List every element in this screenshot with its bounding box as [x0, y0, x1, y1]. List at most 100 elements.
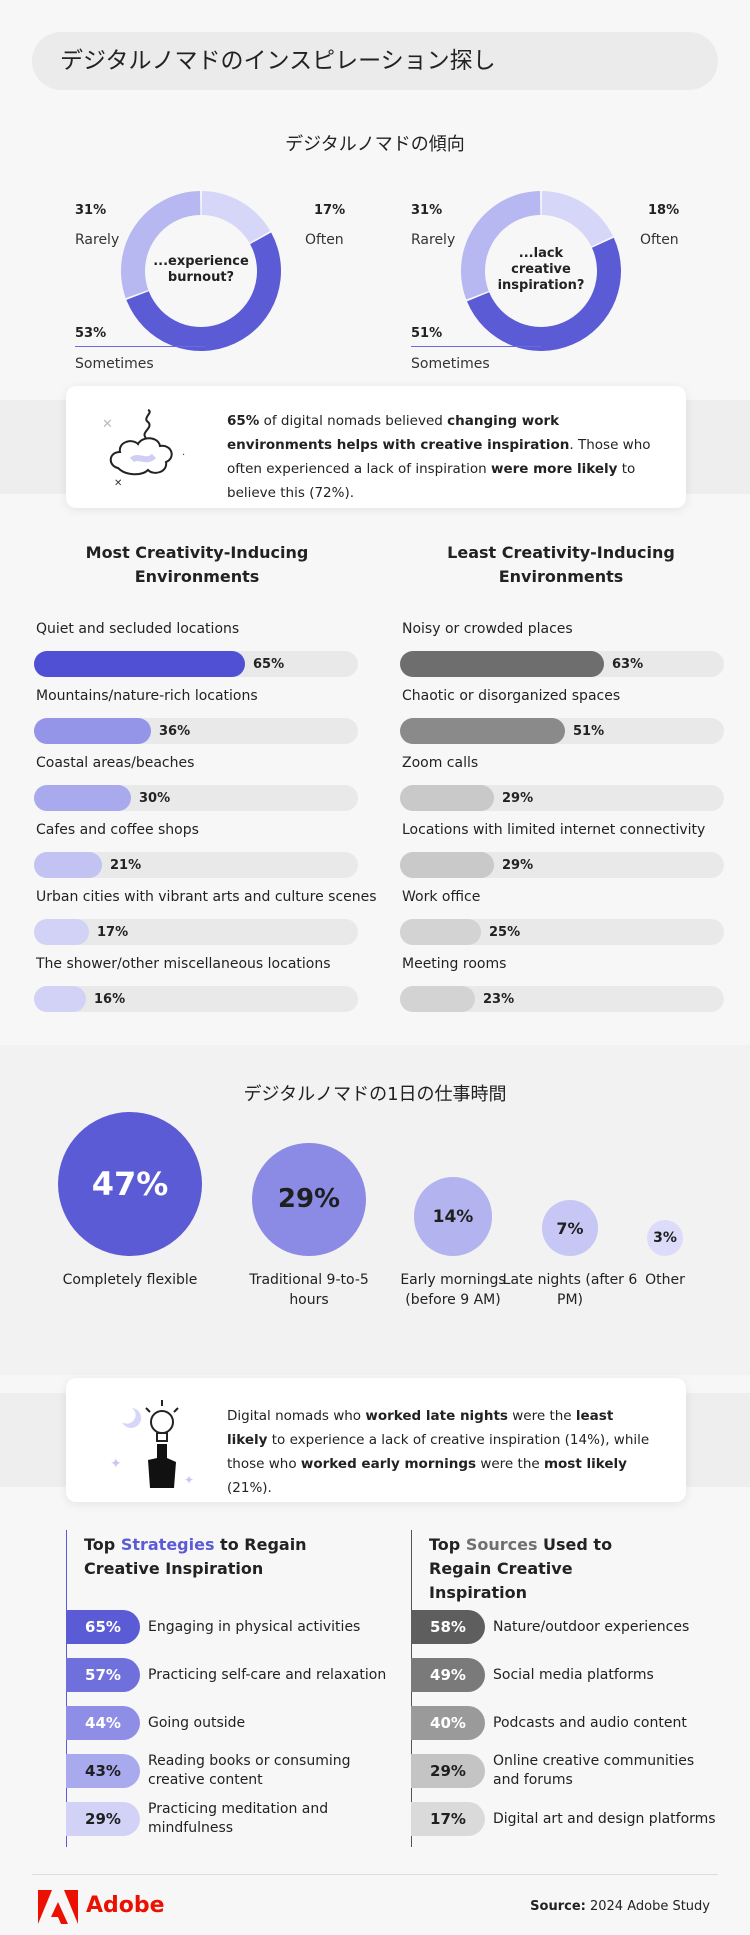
bar-value-label: 17%	[97, 925, 129, 940]
bar-value-label: 25%	[489, 925, 521, 940]
insight-card-environments: ✕ ✕ · 65% of digital nomads believed cha…	[66, 386, 686, 508]
inspiration-sometimes-label: Sometimes	[411, 356, 490, 372]
bar	[34, 785, 131, 811]
bar-label: Work office	[402, 889, 481, 905]
percent-badge: 29%	[66, 1802, 140, 1836]
insight-text-part: 65%	[227, 413, 260, 429]
insight-text-part: (21%).	[227, 1480, 272, 1496]
source-note: Source: 2024 Adobe Study	[530, 1899, 710, 1914]
bar-track	[34, 986, 358, 1012]
insight-text-part: least likely	[227, 1408, 614, 1448]
sources-title-part: Top	[429, 1535, 466, 1554]
insight-text-part: were more likely	[490, 461, 618, 477]
strategies-title-part: Top	[84, 1535, 121, 1554]
insight-text-part: changing work environments helps with cr…	[227, 413, 570, 453]
work-hours-label: Late nights (after 6 PM)	[502, 1272, 638, 1308]
bar-label: The shower/other miscellaneous locations	[36, 956, 331, 972]
work-hours-bubble: 3%	[646, 1219, 684, 1256]
list-item-label: Going outside	[148, 1714, 246, 1731]
donut-center-line: ...experience	[153, 254, 249, 269]
insight-text-part: . Those who often experienced a lack of …	[227, 437, 651, 477]
list-item-label: Engaging in physical activities	[148, 1618, 361, 1635]
inspiration-often-label: Often	[640, 232, 679, 248]
percent-badge: 44%	[66, 1706, 140, 1740]
bar-value-label: 36%	[159, 724, 191, 739]
work-hours-label: Completely flexible	[62, 1272, 198, 1288]
bar-label: Mountains/nature-rich locations	[36, 688, 258, 704]
svg-text:✦: ✦	[110, 1456, 122, 1472]
bar-label: Noisy or crowded places	[402, 621, 573, 637]
svg-text:✕: ✕	[102, 417, 113, 432]
svg-text:✦: ✦	[184, 1473, 194, 1487]
work-hours-label: Other	[645, 1272, 685, 1288]
donut-slice-often	[541, 191, 613, 247]
percent-badge: 17%	[411, 1802, 485, 1836]
burnout-sometimes-pct: 53%	[75, 326, 107, 341]
bar-label: Coastal areas/beaches	[36, 755, 195, 771]
burnout-sometimes-label: Sometimes	[75, 356, 154, 372]
list-item-label: Podcasts and audio content	[493, 1714, 687, 1731]
bar-value-label: 63%	[612, 657, 644, 672]
work-hours-bubble: 29%	[252, 1142, 366, 1256]
sources-title-part: Sources	[465, 1535, 538, 1554]
burnout-donut-center: ...experience burnout?	[141, 254, 261, 286]
bar	[400, 651, 604, 677]
bar-label: Locations with limited internet connecti…	[402, 822, 706, 838]
donut-slice-rarely	[121, 191, 201, 299]
percent-badge: 29%	[411, 1754, 485, 1788]
brain-idea-icon: ✕ ✕ ·	[102, 409, 185, 488]
bar	[400, 718, 565, 744]
donut-slice-often	[201, 191, 271, 243]
least-environments-title: Least Creativity-Inducing Environments	[447, 543, 675, 586]
page-title: デジタルノマドのインスピレーション探し	[32, 32, 718, 90]
work-hours-bubble: 7%	[542, 1200, 598, 1256]
donut-center-line: creative	[511, 262, 571, 277]
work-hours-section-title: デジタルノマドの1日の仕事時間	[243, 1084, 507, 1105]
bar	[34, 986, 86, 1012]
insight-text-part: worked early mornings	[300, 1456, 477, 1472]
insight-text-part: of digital nomads believed	[259, 413, 448, 429]
bar-value-label: 29%	[502, 858, 534, 873]
percent-badge: 40%	[411, 1706, 485, 1740]
lightbulb-hand-icon: ✦ ✦	[110, 1400, 194, 1488]
donut-slice-sometimes	[126, 232, 282, 351]
insight-text-part: were the	[507, 1408, 576, 1424]
percent-badge: 49%	[411, 1658, 485, 1692]
footer-divider	[32, 1874, 718, 1875]
sources-title-part: Used to Regain Creative Inspiration	[429, 1535, 613, 1602]
bar-label: Quiet and secluded locations	[36, 621, 240, 637]
bar	[34, 718, 151, 744]
bar-value-label: 21%	[110, 858, 142, 873]
leader-line	[411, 346, 541, 347]
work-hours-label: Early mornings (before 9 AM)	[400, 1272, 506, 1308]
bar-value-label: 30%	[139, 791, 171, 806]
insight-text-part: were the	[476, 1456, 544, 1472]
work-hours-bubble: 14%	[413, 1177, 493, 1256]
insight-text: Digital nomads who worked late nights we…	[227, 1404, 657, 1500]
bar-value-label: 65%	[253, 657, 285, 672]
bar-value-label: 29%	[502, 791, 534, 806]
bar-value-label: 16%	[94, 992, 126, 1007]
leader-line	[75, 346, 205, 347]
list-item-label: Reading books or consuming creative cont…	[148, 1753, 351, 1788]
percent-badge: 58%	[411, 1610, 485, 1644]
list-item-label: Social media platforms	[493, 1666, 654, 1683]
source-label: Source:	[530, 1899, 586, 1914]
inspiration-donut-center: ...lack creative inspiration?	[481, 246, 601, 294]
svg-text:·: ·	[182, 450, 185, 461]
bar	[34, 852, 102, 878]
donut-center-line: burnout?	[167, 270, 235, 285]
bar-label: Chaotic or disorganized spaces	[402, 688, 621, 704]
percent-badge: 57%	[66, 1658, 140, 1692]
burnout-often-label: Often	[305, 232, 344, 248]
burnout-donut	[121, 191, 282, 351]
burnout-rarely-pct: 31%	[75, 203, 107, 218]
insight-text-part: to experience a lack of creative inspira…	[227, 1432, 650, 1472]
inspiration-sometimes-pct: 51%	[411, 326, 443, 341]
strategies-title: Top Strategies to Regain Creative Inspir…	[84, 1533, 324, 1581]
bar	[34, 651, 245, 677]
bar	[400, 919, 481, 945]
inspiration-rarely-pct: 31%	[411, 203, 443, 218]
insight-text-part: worked late nights	[365, 1408, 508, 1424]
bar	[400, 785, 494, 811]
